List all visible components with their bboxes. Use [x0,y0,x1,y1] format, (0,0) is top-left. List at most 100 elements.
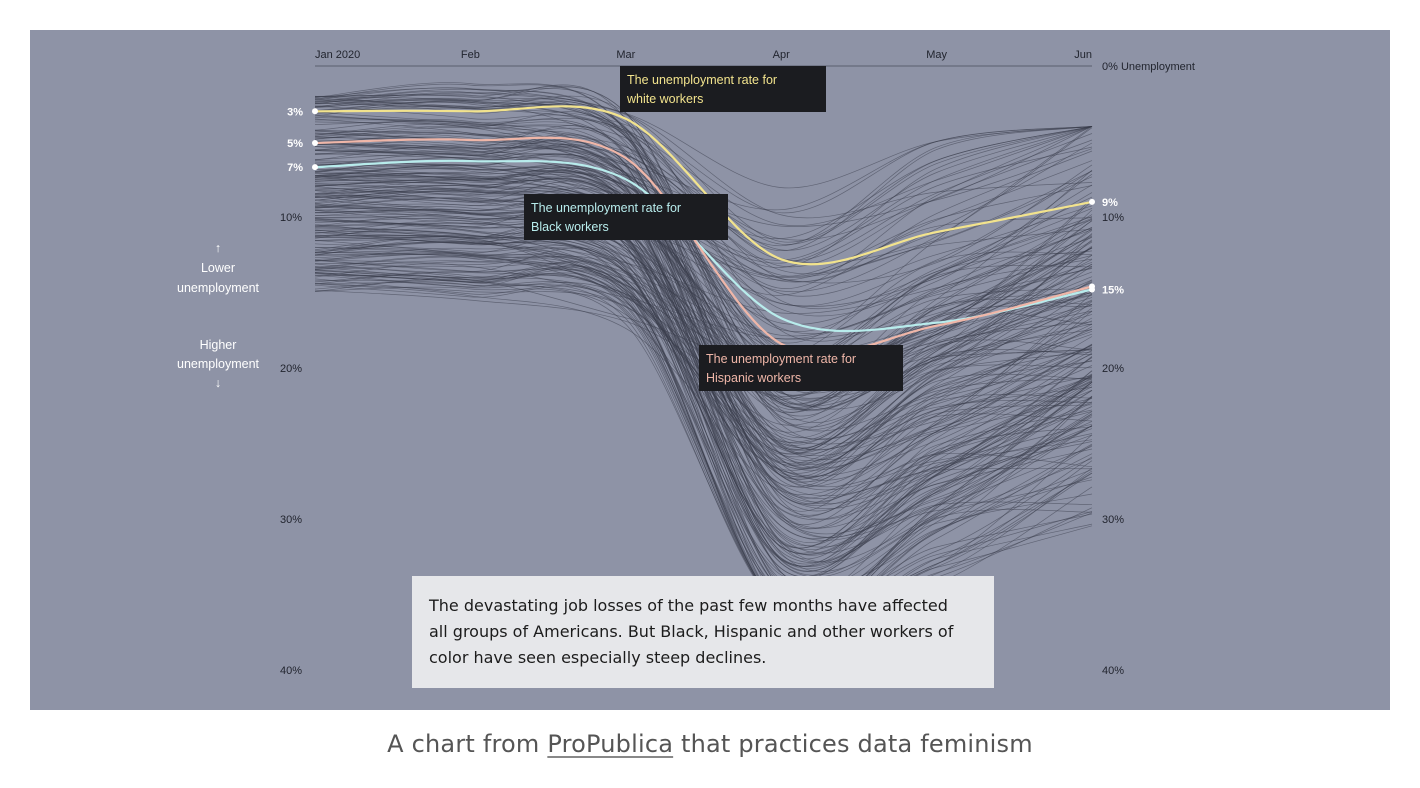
summary-box-background [412,576,994,688]
background-line [314,167,1093,413]
end-labels: 3% 9% 7% 15% 5% [287,106,1124,296]
background-line [314,104,1093,406]
x-tick-label: Apr [773,49,790,61]
background-line [314,83,1093,520]
background-line [314,139,1093,468]
y-tick-label-right: 40% [1102,665,1124,677]
annotation-line-2: white workers [626,92,703,106]
background-line [314,284,1093,624]
annotation-box [699,345,903,391]
background-line [314,142,1093,317]
background-line [314,105,1093,405]
series-start-point [312,140,318,147]
y-note-higher-line: Higher [200,338,237,352]
background-line [314,178,1093,362]
x-tick-label: May [926,49,947,61]
background-line [314,235,1093,618]
background-line [314,91,1093,219]
chart: Jan 2020 Feb Mar Apr May Jun 10% 20% 30% 40% 0% … [30,30,1390,710]
summary-line-3: color have seen especially steep decline… [429,648,766,667]
y-tick-label-left: 40% [280,665,302,677]
background-line [314,236,1093,606]
x-tick-label: Feb [461,49,480,61]
y-tick-label-left: 30% [280,514,302,526]
background-line [314,262,1093,521]
annotation-box [620,66,826,112]
background-line [314,241,1093,487]
y-tick-label-left: 20% [280,363,302,375]
y-tick-label-right: 0% Unemployment [1102,61,1195,73]
background-line [314,161,1093,307]
summary-line-1: The devastating job losses of the past f… [428,596,948,615]
series-end-label: 9% [1102,197,1118,209]
y-tick-label-left: 10% [280,212,302,224]
series-line [314,159,1093,333]
background-line [314,117,1093,428]
background-line [314,267,1093,601]
y-note-higher-line: ↓ [215,376,221,390]
background-line [314,279,1093,617]
background-line [314,216,1093,620]
background-line [314,176,1093,610]
annotation-line-1: The unemployment rate for [531,201,681,215]
annotation-line-1: The unemployment rate for [706,352,856,366]
series-start-label: 5% [287,138,303,150]
y-note-lower-line: Lower [201,261,235,275]
background-line [314,164,1093,284]
background-line [314,148,1093,365]
background-line [314,102,1093,455]
background-line [314,247,1093,555]
x-tick-label: Mar [616,49,635,61]
y-axis-ticks-left: 10% 20% 30% 40% [280,212,302,677]
propublica-link[interactable]: ProPublica [547,730,674,758]
y-note-higher-line: unemployment [177,357,260,371]
series-line [314,136,1093,355]
background-line [314,125,1093,450]
y-tick-label-right: 10% [1102,212,1124,224]
background-line [314,85,1093,423]
x-tick-label: Jun [1074,49,1092,61]
x-tick-label: Jan 2020 [315,49,360,61]
background-line [314,186,1093,411]
background-line [314,145,1093,297]
background-line [314,265,1093,568]
background-line [314,256,1093,619]
background-line [314,199,1093,624]
caption-suffix: that practices data feminism [673,730,1033,758]
background-line [314,130,1093,283]
chart-svg: Jan 2020 Feb Mar Apr May Jun 10% 20% 30% 40% 0% … [30,30,1390,710]
caption: A chart from ProPublica that practices d… [0,730,1420,758]
y-tick-label-right: 20% [1102,363,1124,375]
summary-line-2: all groups of Americans. But Black, Hisp… [429,622,954,641]
background-line [314,221,1093,576]
annotations: The unemployment rate for white workers Th… [524,66,903,391]
annotation-box [524,194,728,240]
series-end-label: 15% [1102,284,1124,296]
caption-prefix: A chart from [387,730,548,758]
background-line [314,160,1093,525]
background-line [314,126,1093,268]
background-line [314,283,1093,477]
background-line [314,86,1093,431]
background-line [314,180,1093,563]
background-line [314,164,1093,373]
background-line [314,203,1093,607]
background-line [314,278,1093,611]
background-line [314,99,1093,483]
background-line [314,123,1093,367]
series-start-label: 7% [287,162,303,174]
series-start-point [312,164,318,171]
y-tick-label-right: 30% [1102,514,1124,526]
series-start-label: 3% [287,106,303,118]
series-end-point [1089,283,1095,290]
background-line [314,98,1093,441]
series-start-point [312,108,318,115]
y-note-lower-line: ↑ [215,241,221,255]
series-end-point [1089,198,1095,205]
y-axis-notes: ↑ Lower unemployment Higher unemployment ↓ [177,241,260,390]
background-line [314,225,1093,314]
y-note-lower-line: unemployment [177,281,260,295]
background-line [314,98,1093,226]
x-axis-ticks: Jan 2020 Feb Mar Apr May Jun [315,49,1092,61]
annotation-line-1: The unemployment rate for [627,73,777,87]
